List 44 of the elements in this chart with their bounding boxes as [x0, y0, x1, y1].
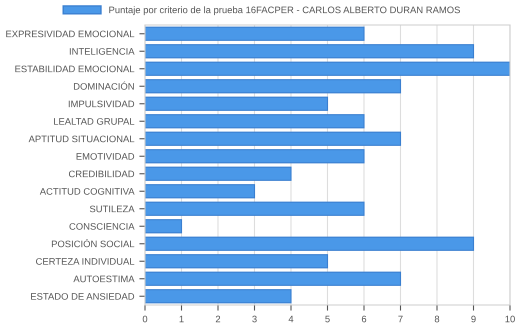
y-tick-label: ESTADO DE ANSIEDAD: [31, 293, 134, 300]
bar: [145, 79, 402, 94]
bar: [145, 96, 328, 111]
x-tick-label: 0: [142, 316, 148, 322]
x-tick-label: 1: [180, 316, 184, 322]
bar: [145, 149, 365, 164]
x-tick-label: 7: [398, 316, 403, 322]
bar: [145, 289, 292, 304]
y-tick-label: CONSCIENCIA: [69, 223, 135, 230]
x-tick-label: 6: [362, 316, 366, 322]
y-tick-label: ESTABILIDAD EMOCIONAL: [15, 66, 134, 72]
bar: [145, 114, 365, 128]
bar: [145, 219, 182, 234]
x-tick-label: 9: [471, 316, 476, 322]
y-tick-label: EMOTIVIDAD: [76, 153, 134, 160]
y-tick-label: AUTOESTIMA: [73, 276, 135, 282]
bar: [145, 44, 474, 58]
bar: [145, 26, 365, 41]
y-tick-label: IMPULSIVIDAD: [68, 100, 134, 108]
bar: [145, 272, 402, 286]
y-tick-label: SUTILEZA: [90, 206, 135, 212]
y-tick-label: DOMINACIÓN: [74, 81, 134, 90]
y-tick-label: POSICIÓN SOCIAL: [52, 238, 134, 248]
bar: [145, 62, 510, 76]
y-tick-label: LEALTAD GRUPAL: [54, 118, 134, 125]
y-tick-label: ACTITUD COGNITIVA: [40, 188, 135, 195]
bar: [145, 236, 474, 251]
x-tick-label: 4: [288, 316, 294, 322]
bar: [145, 166, 292, 181]
legend-label: Puntaje por criterio de la prueba 16FACPER - CARLOS ALBERTO DURAN RAMOS: [109, 6, 460, 16]
x-tick-label: 8: [434, 316, 440, 322]
y-tick-label: EXPRESIVIDAD EMOCIONAL: [6, 30, 134, 38]
bar: [145, 184, 256, 198]
y-tick-label: CERTEZA INDIVIDUAL: [36, 258, 134, 265]
bar: [145, 202, 365, 216]
bar: [145, 132, 402, 146]
y-tick-label: APTITUD SITUACIONAL: [28, 136, 134, 142]
y-tick-label: CREDIBILIDAD: [68, 170, 134, 178]
y-tick-label: INTELIGENCIA: [70, 48, 135, 55]
x-tick-label: 2: [216, 316, 220, 322]
bar: [145, 254, 328, 268]
x-tick-label: 5: [325, 316, 330, 322]
x-tick-label: 3: [252, 316, 257, 322]
x-tick-label: 10: [505, 316, 515, 322]
